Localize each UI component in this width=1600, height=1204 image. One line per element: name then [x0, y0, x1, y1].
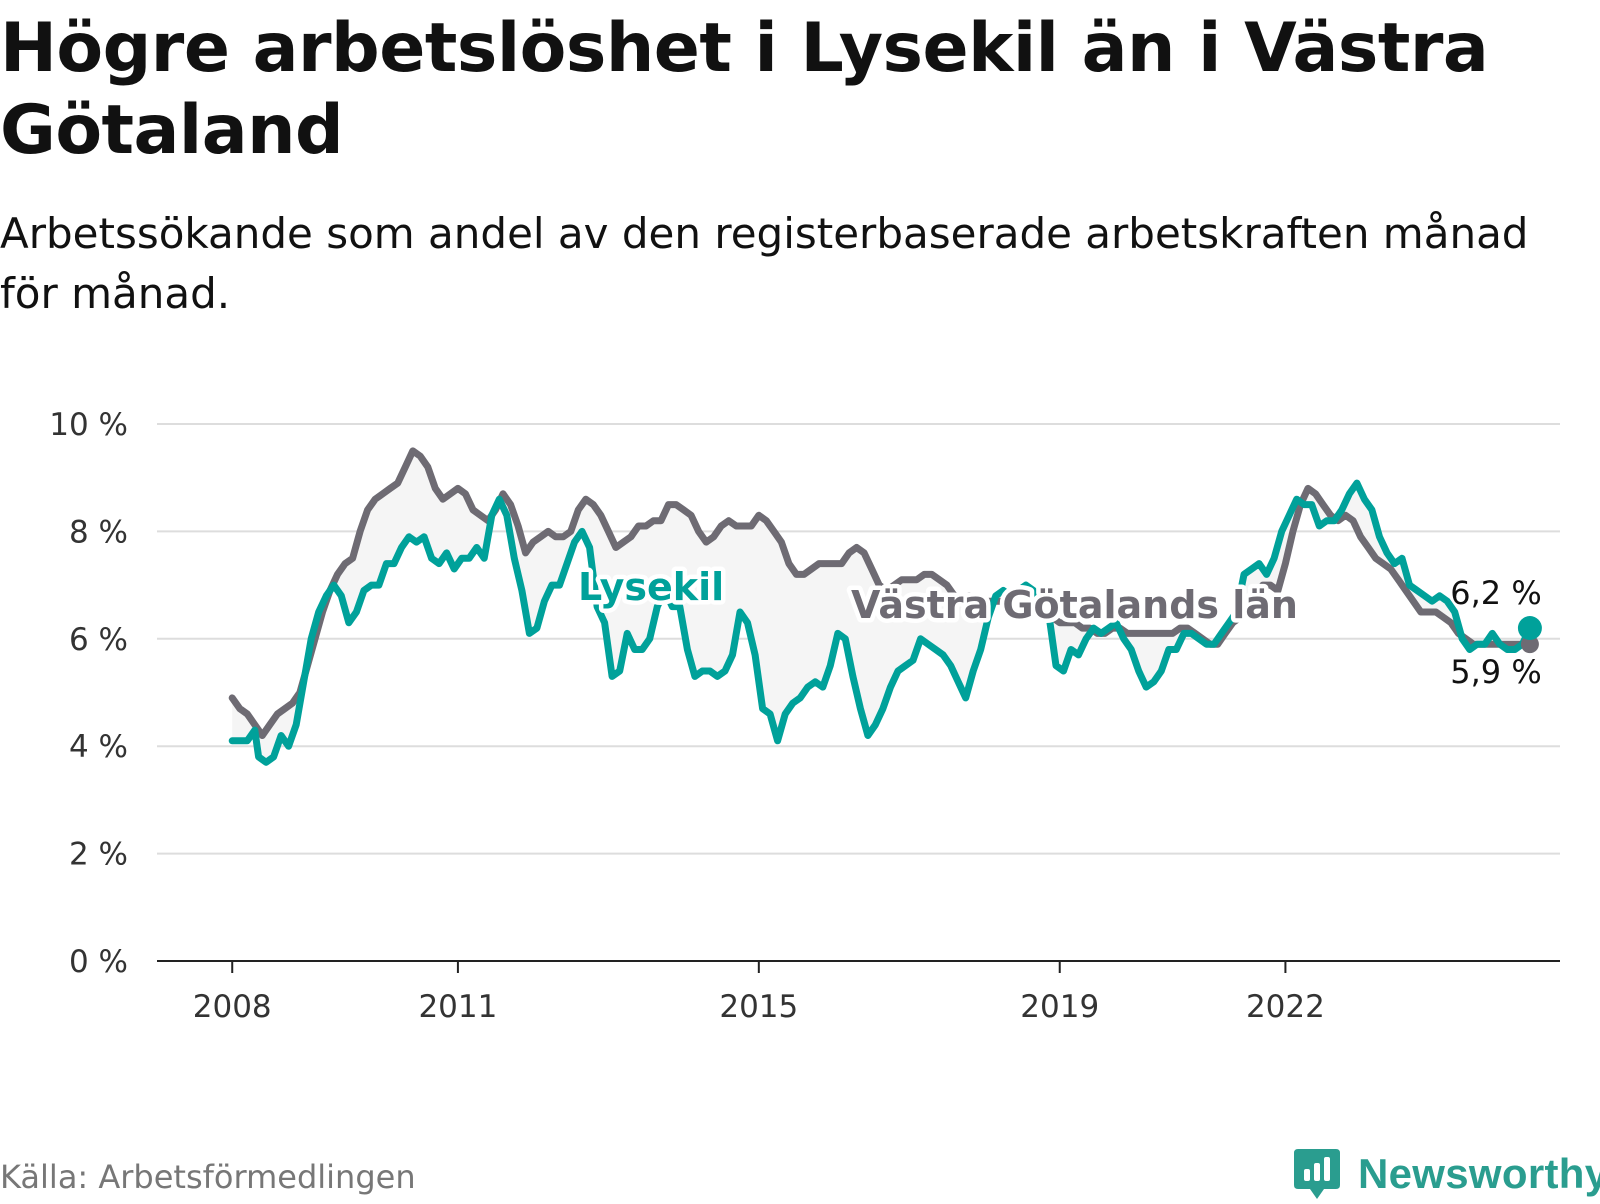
newsworthy-logo-icon: [1294, 1149, 1340, 1199]
x-tick-label: 2019: [1020, 989, 1099, 1025]
x-tick-label: 2015: [719, 989, 798, 1025]
y-tick-label: 2 %: [69, 837, 128, 873]
lysekil-end-dot: [1517, 616, 1542, 641]
axes: 0 % 2 % 4 % 6 % 8 % 10 % 2008 2011 2015 2019 2022: [49, 407, 1560, 1025]
lysekil-line: [228, 479, 1534, 766]
y-tick-label: 4 %: [69, 729, 128, 765]
region-label: Västra Götalands län: [851, 583, 1298, 627]
difference-fill: [232, 450, 1530, 763]
region-value-label: 5,9 %: [1450, 653, 1541, 691]
source-note: Källa: Arbetsförmedlingen: [0, 1158, 416, 1196]
y-tick-label: 0 %: [69, 944, 128, 980]
x-tick-label: 2022: [1246, 989, 1325, 1025]
grid-lines: [157, 423, 1560, 855]
region-line: [228, 447, 1534, 739]
chart-subtitle: Arbetssökande som andel av den registerb…: [0, 209, 1529, 318]
y-tick-label: 6 %: [69, 622, 128, 658]
chart-title: Högre arbetslöshet i Lysekil än i Västra…: [0, 9, 1489, 170]
y-tick-label: 8 %: [69, 514, 128, 550]
x-tick-label: 2011: [418, 989, 497, 1025]
lysekil-value-label: 6,2 %: [1450, 574, 1541, 612]
brand-logo[interactable]: Newsworthy: [1292, 1144, 1600, 1204]
region-end-dot: [1520, 635, 1539, 654]
lysekil-label: Lysekil: [578, 565, 724, 609]
series-lines: [228, 447, 1542, 766]
brand-name: Newsworthy: [1358, 1150, 1600, 1197]
y-tick-label: 10 %: [49, 407, 128, 443]
series-labels: Lysekil Västra Götalands län 6,2 % 5,9 %: [574, 561, 1542, 692]
x-tick-label: 2008: [193, 989, 272, 1025]
difference-area: [232, 450, 1530, 763]
